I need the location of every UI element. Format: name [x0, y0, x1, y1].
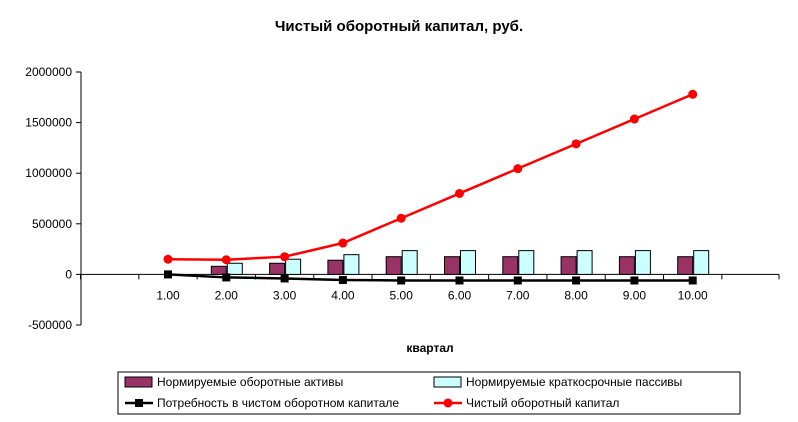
bar: [560, 256, 577, 275]
x-tick-label: 7.00: [506, 288, 530, 302]
x-tick-label: 6.00: [448, 288, 472, 302]
bar: [226, 262, 243, 275]
series-line: [167, 273, 693, 282]
legend-label: Нормируемые оборотные активы: [157, 375, 343, 389]
bar: [518, 250, 535, 275]
bar: [444, 256, 460, 275]
plot-area: 2000000 1500000 1000000 500000 0 -500000 1.00 2…: [25, 65, 780, 332]
bar: [401, 250, 418, 275]
x-tick-label: 3.00: [273, 288, 297, 302]
x-tick-label: 8.00: [564, 288, 588, 302]
bar: [677, 256, 694, 275]
legend-marker: [135, 399, 143, 407]
legend-swatch: [433, 376, 462, 388]
bar: [343, 254, 360, 275]
point: [280, 252, 290, 262]
point: [572, 276, 581, 285]
bar: [385, 256, 402, 275]
point: [397, 276, 406, 285]
bar: [210, 265, 227, 275]
bar: [285, 258, 302, 275]
chart-title: Чистый оборотный капитал, руб.: [275, 18, 523, 35]
y-tick-label: 1000000: [25, 166, 72, 180]
point: [280, 274, 289, 283]
point: [222, 273, 231, 282]
point: [164, 270, 172, 279]
legend-box: [117, 371, 741, 415]
legend-label: Нормируемые краткосрочные пассивы: [466, 375, 682, 389]
legend-swatch: [124, 376, 153, 388]
point: [396, 213, 406, 223]
bar: [576, 250, 593, 275]
y-tick-label: 500000: [32, 217, 72, 231]
point: [688, 276, 697, 285]
bar: [269, 262, 286, 275]
point: [455, 276, 464, 285]
point: [338, 275, 347, 284]
point: [338, 238, 348, 248]
bar: [693, 250, 710, 275]
x-tick-label: 4.00: [331, 288, 355, 302]
point: [571, 139, 581, 149]
bar: [460, 250, 476, 275]
point: [630, 276, 639, 285]
x-tick-label: 10.00: [678, 288, 708, 302]
x-tick-label: 1.00: [156, 288, 180, 302]
x-tick-label: 2.00: [215, 288, 239, 302]
y-tick-label: -500000: [28, 318, 72, 332]
x-tick-label: 5.00: [390, 288, 414, 302]
legend-label: Потребность в чистом оборотном капитале: [157, 396, 399, 410]
point: [221, 255, 231, 265]
series-line: [167, 93, 694, 261]
x-tick-label: 9.00: [623, 288, 647, 302]
point: [688, 89, 698, 99]
bar: [327, 259, 344, 275]
point: [163, 254, 173, 264]
legend-marker: [443, 398, 453, 408]
legend-label: Чистый оборотный капитал: [466, 396, 619, 410]
y-tick-label: 2000000: [25, 65, 72, 79]
bar: [634, 250, 651, 275]
point: [629, 114, 639, 124]
point: [513, 276, 522, 285]
bar: [618, 256, 635, 275]
point: [455, 188, 464, 198]
x-axis-label: квартал: [406, 341, 453, 355]
y-tick-label: 1500000: [25, 116, 72, 130]
point: [513, 164, 523, 174]
y-tick-label: 0: [65, 267, 72, 281]
legend: Нормируемые оборотные активы Нормируемые …: [117, 371, 741, 415]
bar: [502, 256, 519, 275]
